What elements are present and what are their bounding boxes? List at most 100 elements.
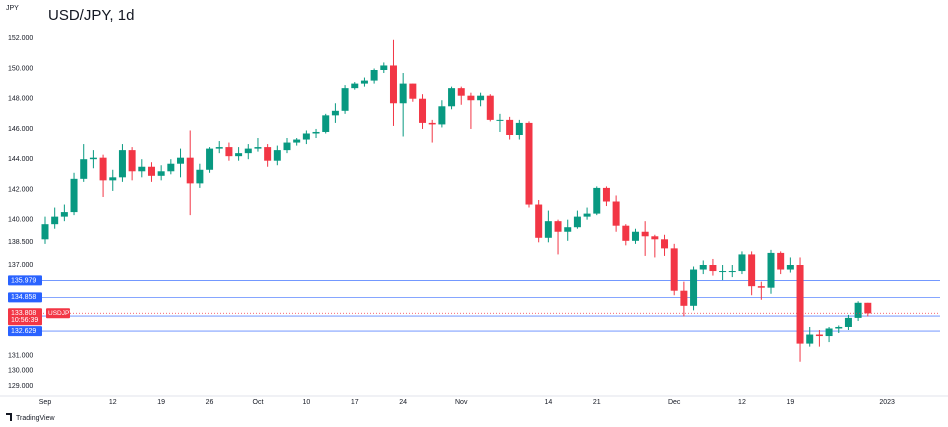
candle-body — [554, 221, 562, 232]
price-line-badge — [8, 275, 42, 286]
candle-body — [409, 83, 417, 99]
x-tick-label: 17 — [351, 399, 359, 406]
x-tick-label: 21 — [593, 399, 601, 406]
candle-body — [273, 150, 281, 161]
candle-body — [612, 201, 620, 226]
candle-body — [225, 147, 233, 157]
symbol-label: USDJPY — [48, 310, 74, 317]
candle-body — [283, 142, 291, 151]
candle-body — [70, 178, 78, 213]
candle-body — [748, 254, 756, 287]
candle-body — [254, 147, 262, 149]
candle-body — [661, 239, 669, 249]
candle-body — [496, 119, 504, 121]
current-price-label: 133.808 — [11, 310, 36, 317]
current-price-badge — [8, 308, 42, 326]
price-line-label: 132.629 — [11, 328, 36, 335]
x-tick-label: Sep — [39, 399, 52, 406]
candle-body — [525, 122, 533, 205]
candle-body — [341, 88, 349, 111]
candle-body — [796, 265, 804, 344]
candle-body — [457, 88, 465, 96]
candle-body — [680, 290, 688, 306]
candle-body — [51, 216, 59, 225]
candle-body — [544, 221, 552, 238]
y-tick-label: 144.000 — [8, 156, 33, 163]
candle-body — [215, 147, 223, 149]
y-tick-label: 148.000 — [8, 96, 33, 103]
candle-body — [535, 204, 543, 238]
y-tick-label: 131.000 — [8, 353, 33, 360]
candle-body — [651, 236, 659, 240]
candle-body — [573, 216, 581, 228]
brand: TradingView — [6, 413, 55, 422]
candle-body — [631, 231, 639, 241]
candle-body — [728, 271, 736, 273]
x-tick-label: 19 — [786, 399, 794, 406]
candle-body — [486, 95, 494, 120]
candle-body — [322, 115, 330, 132]
candle-body — [719, 271, 727, 273]
candle-body — [844, 317, 852, 327]
candle-body — [593, 187, 601, 214]
x-tick-label: 10 — [302, 399, 310, 406]
candle-body — [506, 119, 514, 135]
x-tick-label: Nov — [455, 399, 468, 406]
candle-body — [399, 83, 407, 104]
candle-body — [302, 133, 310, 140]
candle-body — [264, 147, 272, 161]
candle-body — [602, 187, 610, 202]
candle-body — [389, 65, 397, 104]
x-tick-label: Oct — [253, 399, 264, 406]
y-tick-label: 140.000 — [8, 216, 33, 223]
x-tick-label: 12 — [738, 399, 746, 406]
y-tick-label: 130.000 — [8, 368, 33, 375]
candle-body — [206, 148, 214, 170]
price-line-badge — [8, 292, 42, 303]
x-tick-label: 24 — [399, 399, 407, 406]
candle-body — [118, 150, 126, 178]
axis-label: JPY — [6, 5, 19, 12]
price-line-badge — [8, 326, 42, 337]
x-tick-label: 12 — [109, 399, 117, 406]
candle-body — [699, 265, 707, 270]
candle-body — [690, 269, 698, 306]
candle-body — [128, 150, 136, 172]
candle-body — [109, 177, 117, 181]
candle-body — [244, 148, 252, 154]
x-tick-label: 26 — [206, 399, 214, 406]
candle-body — [99, 157, 107, 181]
x-tick-label: 2023 — [879, 399, 895, 406]
candle-body — [177, 157, 185, 164]
y-tick-label: 137.000 — [8, 262, 33, 269]
brand-text: TradingView — [16, 415, 55, 422]
price-line-label: 135.979 — [11, 277, 36, 284]
candle-body — [477, 95, 485, 101]
candle-body — [147, 166, 155, 176]
candle-body — [583, 213, 591, 217]
candle-body — [235, 153, 243, 157]
candle-body — [196, 169, 204, 184]
candle-body — [786, 265, 794, 270]
candle-body — [738, 254, 746, 272]
y-tick-label: 146.000 — [8, 126, 33, 133]
candle-body — [293, 139, 301, 143]
candle-body — [825, 328, 833, 337]
candle-body — [767, 252, 775, 288]
candle-body — [709, 265, 717, 272]
y-tick-label: 150.000 — [8, 65, 33, 72]
candle-body — [467, 95, 475, 101]
candle-body — [835, 326, 843, 329]
x-tick-label: 14 — [544, 399, 552, 406]
candle-body — [419, 98, 427, 123]
y-tick-label: 129.000 — [8, 383, 33, 390]
candle-body — [757, 286, 765, 288]
candle-body — [380, 65, 388, 70]
candle-body — [428, 122, 436, 125]
candle-body — [60, 212, 68, 217]
candle-body — [564, 227, 572, 232]
candle-body — [670, 248, 678, 291]
candle-body — [777, 252, 785, 270]
